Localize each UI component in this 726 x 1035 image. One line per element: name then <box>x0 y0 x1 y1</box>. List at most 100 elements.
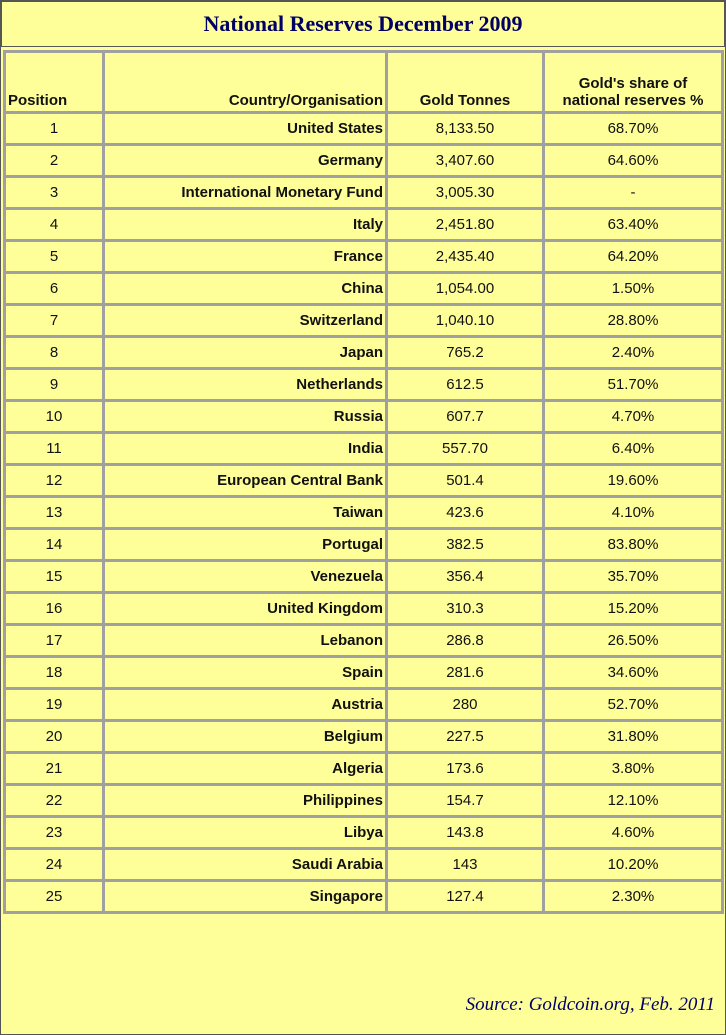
table-cell: Venezuela <box>102 559 388 594</box>
table-cell: 64.20% <box>542 239 724 274</box>
table-cell: 64.60% <box>542 143 724 178</box>
table-row: 15 Venezuela 356.4 35.70% <box>3 559 724 594</box>
table-cell: International Monetary Fund <box>102 175 388 210</box>
table-cell: 2.30% <box>542 879 724 914</box>
table-cell: 2,451.80 <box>385 207 545 242</box>
table-row: 16 United Kingdom 310.3 15.20% <box>3 591 724 626</box>
table-cell: 13 <box>3 495 105 530</box>
table-cell: 22 <box>3 783 105 818</box>
table-row: 23 Libya 143.8 4.60% <box>3 815 724 850</box>
table-cell: 68.70% <box>542 111 724 146</box>
table-cell: 1,040.10 <box>385 303 545 338</box>
header-row: Position Country/Organisation Gold Tonnes G… <box>3 50 724 114</box>
table-cell: Singapore <box>102 879 388 914</box>
table-row: 7 Switzerland 1,040.10 28.80% <box>3 303 724 338</box>
table-row: 5 France 2,435.40 64.20% <box>3 239 724 274</box>
table-row: 10 Russia 607.7 4.70% <box>3 399 724 434</box>
table-cell: 35.70% <box>542 559 724 594</box>
table-cell: France <box>102 239 388 274</box>
table-cell: 4 <box>3 207 105 242</box>
table-cell: Philippines <box>102 783 388 818</box>
table-cell: India <box>102 431 388 466</box>
table-cell: 765.2 <box>385 335 545 370</box>
table-cell: 227.5 <box>385 719 545 754</box>
table-cell: Belgium <box>102 719 388 754</box>
table-cell: 6 <box>3 271 105 306</box>
table-cell: Libya <box>102 815 388 850</box>
table-cell: 127.4 <box>385 879 545 914</box>
table-cell: 286.8 <box>385 623 545 658</box>
table-cell: 19 <box>3 687 105 722</box>
table-row: 1 United States 8,133.50 68.70% <box>3 111 724 146</box>
table-cell: 143 <box>385 847 545 882</box>
table-cell: 31.80% <box>542 719 724 754</box>
table-cell: Germany <box>102 143 388 178</box>
table-cell: Italy <box>102 207 388 242</box>
table-cell: 12 <box>3 463 105 498</box>
table-cell: China <box>102 271 388 306</box>
table-cell: 3.80% <box>542 751 724 786</box>
reserves-table: Position Country/Organisation Gold Tonnes G… <box>3 50 724 914</box>
table-cell: 1,054.00 <box>385 271 545 306</box>
table-row: 18 Spain 281.6 34.60% <box>3 655 724 690</box>
table-row: 24 Saudi Arabia 143 10.20% <box>3 847 724 882</box>
table-row: 12 European Central Bank 501.4 19.60% <box>3 463 724 498</box>
table-cell: 557.70 <box>385 431 545 466</box>
table-cell: 281.6 <box>385 655 545 690</box>
table-row: 13 Taiwan 423.6 4.10% <box>3 495 724 530</box>
table-cell: 10.20% <box>542 847 724 882</box>
table-cell: 607.7 <box>385 399 545 434</box>
table-cell: Switzerland <box>102 303 388 338</box>
table-cell: 51.70% <box>542 367 724 402</box>
table-cell: Russia <box>102 399 388 434</box>
table-row: 9 Netherlands 612.5 51.70% <box>3 367 724 402</box>
table-cell: Spain <box>102 655 388 690</box>
table-cell: 11 <box>3 431 105 466</box>
table-row: 3 International Monetary Fund 3,005.30- <box>3 175 724 210</box>
table-cell: 310.3 <box>385 591 545 626</box>
table-row: 11 India 557.70 6.40% <box>3 431 724 466</box>
title: National Reserves December 2009 <box>1 1 725 47</box>
table-cell: 4.60% <box>542 815 724 850</box>
table-cell: 143.8 <box>385 815 545 850</box>
table-cell: 612.5 <box>385 367 545 402</box>
table-cell: 10 <box>3 399 105 434</box>
table-row: 4 Italy 2,451.80 63.40% <box>3 207 724 242</box>
table-cell: 24 <box>3 847 105 882</box>
table-cell: 8 <box>3 335 105 370</box>
table-cell: 83.80% <box>542 527 724 562</box>
table-row: 14 Portugal 382.5 83.80% <box>3 527 724 562</box>
table-cell: European Central Bank <box>102 463 388 498</box>
column-header: Position <box>3 50 105 114</box>
table-cell: - <box>542 175 724 210</box>
table-cell: 52.70% <box>542 687 724 722</box>
table-cell: 34.60% <box>542 655 724 690</box>
table-row: 17 Lebanon 286.8 26.50% <box>3 623 724 658</box>
table-cell: 154.7 <box>385 783 545 818</box>
table-cell: 18 <box>3 655 105 690</box>
table-cell: Japan <box>102 335 388 370</box>
table-cell: 2,435.40 <box>385 239 545 274</box>
table-cell: 173.6 <box>385 751 545 786</box>
column-header: Country/Organisation <box>102 50 388 114</box>
table-cell: 12.10% <box>542 783 724 818</box>
table-cell: 3,407.60 <box>385 143 545 178</box>
table-cell: Saudi Arabia <box>102 847 388 882</box>
table-cell: Lebanon <box>102 623 388 658</box>
table-cell: 7 <box>3 303 105 338</box>
table-cell: 15 <box>3 559 105 594</box>
table-cell: 14 <box>3 527 105 562</box>
table-row: 2 Germany 3,407.60 64.60% <box>3 143 724 178</box>
table-cell: 21 <box>3 751 105 786</box>
table-row: 22 Philippines 154.7 12.10% <box>3 783 724 818</box>
table-cell: 382.5 <box>385 527 545 562</box>
table-cell: 15.20% <box>542 591 724 626</box>
table-cell: 19.60% <box>542 463 724 498</box>
table-cell: 3 <box>3 175 105 210</box>
table-cell: 5 <box>3 239 105 274</box>
table-cell: 2 <box>3 143 105 178</box>
table-cell: 3,005.30 <box>385 175 545 210</box>
table-row: 6 China 1,054.00 1.50% <box>3 271 724 306</box>
table-row: 20 Belgium 227.5 31.80% <box>3 719 724 754</box>
